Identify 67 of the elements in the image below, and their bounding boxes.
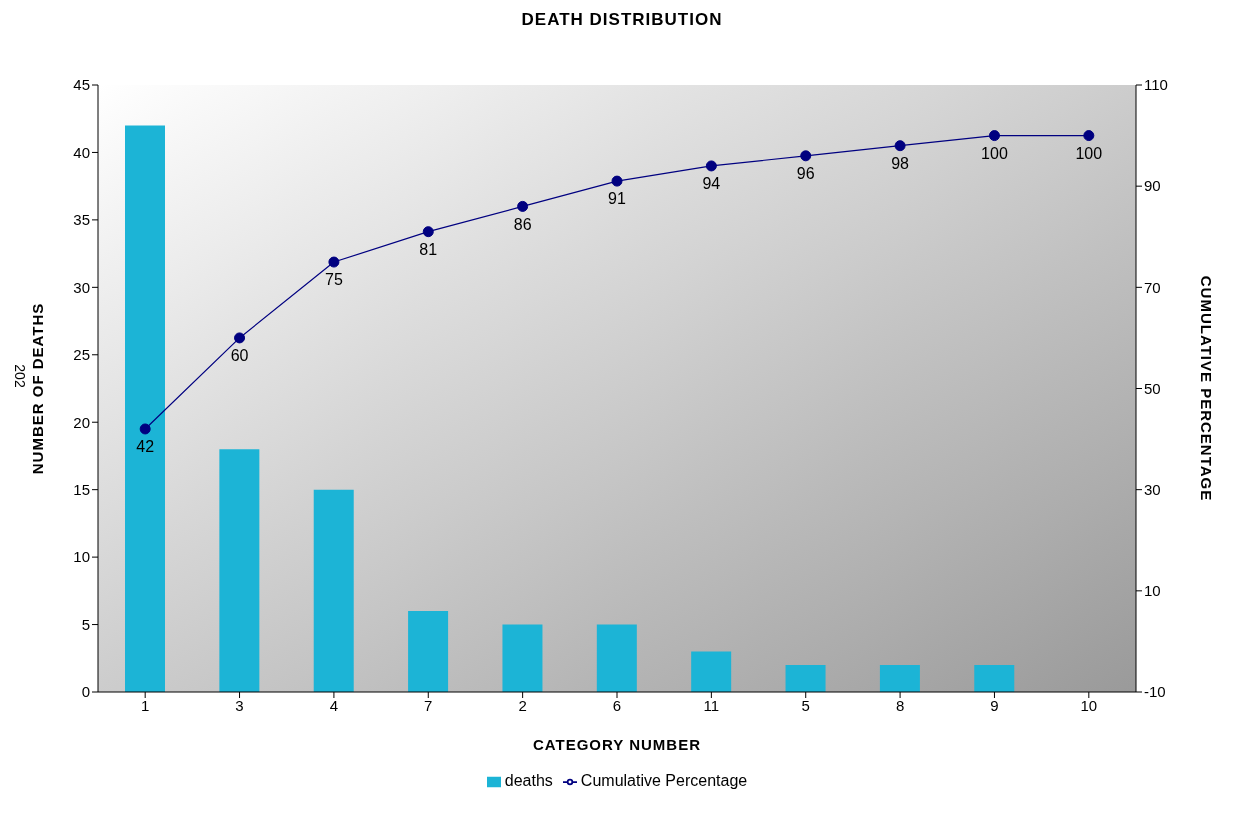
x-axis-title: CATEGORY NUMBER xyxy=(532,736,702,753)
y2-tick-label: 30 xyxy=(1144,480,1161,498)
data-label: 42 xyxy=(136,438,155,456)
y-tick-label: 20 xyxy=(73,413,90,431)
data-label: 94 xyxy=(702,175,721,193)
y-tick-label: 0 xyxy=(81,683,90,701)
y2-tick-label: 50 xyxy=(1144,379,1161,397)
data-label: 100 xyxy=(1075,144,1103,162)
bar xyxy=(596,624,637,692)
x-tick-label: 1 xyxy=(141,696,150,714)
bar xyxy=(879,665,920,692)
x-tick-label: 7 xyxy=(424,696,433,714)
y-tick-label: 45 xyxy=(73,76,90,94)
y-tick-label: 10 xyxy=(73,548,90,566)
data-label: 86 xyxy=(513,215,532,233)
text: 202 xyxy=(11,364,28,388)
y2-tick-label: 110 xyxy=(1144,76,1168,94)
x-tick-label: 4 xyxy=(329,696,339,714)
y-tick-label: 5 xyxy=(81,615,90,633)
point xyxy=(517,200,529,212)
bar xyxy=(219,449,260,692)
data-label: 100 xyxy=(981,144,1008,162)
x-tick-label: 11 xyxy=(703,696,720,714)
bar xyxy=(502,624,543,692)
bar xyxy=(691,651,732,692)
point xyxy=(800,150,812,162)
data-label: 91 xyxy=(608,190,626,208)
x-tick-label: 9 xyxy=(990,696,999,714)
y-tick-label: 40 xyxy=(73,143,90,161)
y2-tick-label: 10 xyxy=(1144,582,1161,600)
legend-label: Cumulative Percentage xyxy=(580,772,748,789)
point xyxy=(422,226,434,238)
x-tick-label: 8 xyxy=(895,696,905,714)
data-label: 81 xyxy=(419,241,438,259)
y-tick-label: 15 xyxy=(73,480,90,498)
y-axis-title: NUMBER OF DEATHS xyxy=(29,302,47,475)
y2-tick-label: -10 xyxy=(1144,683,1166,701)
data-label: 60 xyxy=(230,347,249,365)
x-tick-label: 3 xyxy=(235,696,244,714)
point xyxy=(328,256,340,268)
y2-axis-title: CUMULATIVE PERCENTAGE xyxy=(1197,275,1215,502)
point xyxy=(1083,130,1095,142)
bar xyxy=(408,611,449,692)
point xyxy=(139,423,151,435)
x-tick-label: 10 xyxy=(1080,696,1098,714)
bar xyxy=(974,665,1015,692)
point xyxy=(705,160,717,172)
x-tick-label: 2 xyxy=(518,696,527,714)
chart-title: DEATH DISTRIBUTION xyxy=(520,9,724,30)
data-label: 75 xyxy=(325,271,343,289)
legend-label: deaths xyxy=(504,772,553,789)
bar xyxy=(313,489,354,692)
y-tick-label: 25 xyxy=(73,346,90,364)
x-tick-label: 6 xyxy=(612,696,622,714)
point xyxy=(894,140,906,152)
x-tick-label: 5 xyxy=(801,696,810,714)
y2-tick-label: 70 xyxy=(1144,278,1161,296)
data-label: 98 xyxy=(891,155,910,173)
point xyxy=(611,175,623,187)
point xyxy=(988,130,1000,142)
bar xyxy=(785,665,826,692)
y-tick-label: 35 xyxy=(73,211,90,229)
data-label: 96 xyxy=(796,165,815,183)
bar xyxy=(125,125,165,692)
y-tick-label: 30 xyxy=(73,278,90,296)
point xyxy=(234,332,246,344)
y2-tick-label: 90 xyxy=(1144,177,1161,195)
